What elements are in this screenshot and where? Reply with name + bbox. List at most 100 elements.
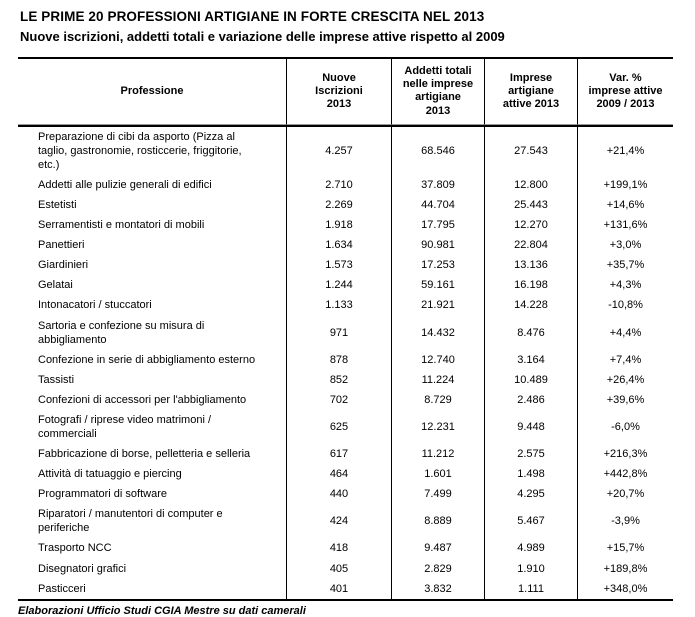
table-row: Intonacatori / stuccatori 1.133 21.921 14.2… [18,295,673,316]
active-firms-cell: 27.543 [485,124,578,175]
total-employees-cell: 8.729 [392,389,485,410]
table-row: Addetti alle pulizie generali di edifici… [18,174,673,196]
profession-cell: Gelatai [18,275,287,296]
new-registrations-cell: 401 [287,578,392,599]
active-firms-cell: 14.228 [485,295,578,316]
new-registrations-cell: 1.133 [287,295,392,316]
profession-cell: Panettieri [18,235,287,256]
new-registrations-cell: 1.244 [287,275,392,296]
profession-cell: Confezioni di accessori per l'abbigliame… [18,389,287,410]
table-row: Riparatori / manutentori di computer e p… [18,504,673,539]
variation-cell: +26,4% [606,373,645,386]
table-row: Gelatai 1.244 59.161 16.198 +4,3% [18,275,673,296]
active-firms-cell: 12.270 [485,215,578,236]
table-row: Giardinieri 1.573 17.253 13.136 +35,7% [18,255,673,276]
table-row: Sartoria e confezione su misura di abbig… [18,315,673,350]
total-employees-cell: 17.253 [392,255,485,276]
table-header: Professione Nuove Iscrizioni 2013 Addett… [18,59,673,125]
variation-cell: +3,0% [609,239,642,252]
new-registrations-cell: 1.918 [287,215,392,236]
column-header-variazione: Var. % imprese attive 2009 / 2013 [578,59,673,125]
new-registrations-cell: 878 [287,349,392,370]
variation-cell: -10,8% [608,299,643,312]
variation-cell: +199,1% [603,178,648,191]
variation-cell: +442,8% [603,468,648,481]
table-row: Disegnatori grafici 405 2.829 1.910 +189,8% [18,558,673,579]
page-subtitle: Nuove iscrizioni, addetti totali e varia… [20,29,505,44]
profession-cell: Intonacatori / stuccatori [18,295,287,316]
new-registrations-cell: 2.269 [287,195,392,216]
active-firms-cell: 5.467 [485,504,578,539]
profession-cell: Fotografi / riprese video matrimoni / co… [18,409,287,445]
table-row: Fotografi / riprese video matrimoni / co… [18,409,673,445]
variation-cell: +348,0% [603,582,648,595]
active-firms-cell: 1.498 [485,464,578,485]
total-employees-cell: 37.809 [392,174,485,196]
table-row: Confezioni di accessori per l'abbigliame… [18,389,673,410]
new-registrations-cell: 440 [287,484,392,505]
active-firms-cell: 1.910 [485,558,578,579]
table-row: Tassisti 852 11.224 10.489 +26,4% [18,369,673,390]
table-row: Panettieri 1.634 90.981 22.804 +3,0% [18,235,673,256]
active-firms-cell: 12.800 [485,174,578,196]
new-registrations-cell: 464 [287,464,392,485]
active-firms-cell: 4.295 [485,484,578,505]
active-firms-cell: 9.448 [485,409,578,445]
variation-cell: +189,8% [603,562,648,575]
page-title: LE PRIME 20 PROFESSIONI ARTIGIANE IN FOR… [20,9,485,24]
table-row: Preparazione di cibi da asporto (Pizza a… [18,124,673,175]
table-row: Confezione in serie di abbigliamento est… [18,349,673,370]
table-row: Attività di tatuaggio e piercing 464 1.601… [18,464,673,485]
profession-cell: Fabbricazione di borse, pelletteria e se… [18,444,287,465]
variation-cell: +20,7% [606,488,645,501]
profession-cell: Addetti alle pulizie generali di edifici [18,174,287,196]
profession-cell: Attività di tatuaggio e piercing [18,464,287,485]
column-header-imprese-attive: Imprese artigiane attive 2013 [485,59,578,125]
new-registrations-cell: 852 [287,369,392,390]
total-employees-cell: 68.546 [392,124,485,175]
variation-cell: -3,9% [611,515,640,528]
new-registrations-cell: 617 [287,444,392,465]
table-row: Pasticceri 401 3.832 1.111 +348,0% [18,578,673,599]
variation-cell: +15,7% [606,542,645,555]
active-firms-cell: 10.489 [485,369,578,390]
new-registrations-cell: 625 [287,409,392,445]
variation-cell: +39,6% [606,393,645,406]
total-employees-cell: 12.231 [392,409,485,445]
profession-cell: Trasporto NCC [18,538,287,559]
active-firms-cell: 16.198 [485,275,578,296]
total-employees-cell: 12.740 [392,349,485,370]
profession-cell: Sartoria e confezione su misura di abbig… [18,315,287,350]
total-employees-cell: 59.161 [392,275,485,296]
profession-cell: Estetisti [18,195,287,216]
table-row: Fabbricazione di borse, pelletteria e se… [18,444,673,465]
active-firms-cell: 2.486 [485,389,578,410]
total-employees-cell: 90.981 [392,235,485,256]
active-firms-cell: 22.804 [485,235,578,256]
column-header-addetti-totali: Addetti totali nelle imprese artigiane 2… [392,59,485,125]
profession-cell: Confezione in serie di abbigliamento est… [18,349,287,370]
new-registrations-cell: 1.634 [287,235,392,256]
new-registrations-cell: 4.257 [287,124,392,175]
total-employees-cell: 44.704 [392,195,485,216]
profession-cell: Tassisti [18,369,287,390]
variation-cell: +35,7% [606,259,645,272]
profession-cell: Riparatori / manutentori di computer e p… [18,504,287,539]
active-firms-cell: 1.111 [485,578,578,599]
variation-cell: +21,4% [578,124,673,175]
source-note: Elaborazioni Ufficio Studi CGIA Mestre s… [18,604,306,617]
active-firms-cell: 2.575 [485,444,578,465]
variation-cell: +216,3% [603,448,648,461]
profession-cell: Pasticceri [18,578,287,599]
new-registrations-cell: 702 [287,389,392,410]
active-firms-cell: 8.476 [485,315,578,350]
table-body: Preparazione di cibi da asporto (Pizza a… [18,124,673,599]
variation-cell: -6,0% [611,420,640,433]
total-employees-cell: 11.224 [392,369,485,390]
new-registrations-cell: 418 [287,538,392,559]
profession-cell: Disegnatori grafici [18,558,287,579]
active-firms-cell: 25.443 [485,195,578,216]
variation-cell: +14,6% [606,199,645,212]
table-row: Programmatori di software 440 7.499 4.295 +2… [18,484,673,505]
total-employees-cell: 7.499 [392,484,485,505]
